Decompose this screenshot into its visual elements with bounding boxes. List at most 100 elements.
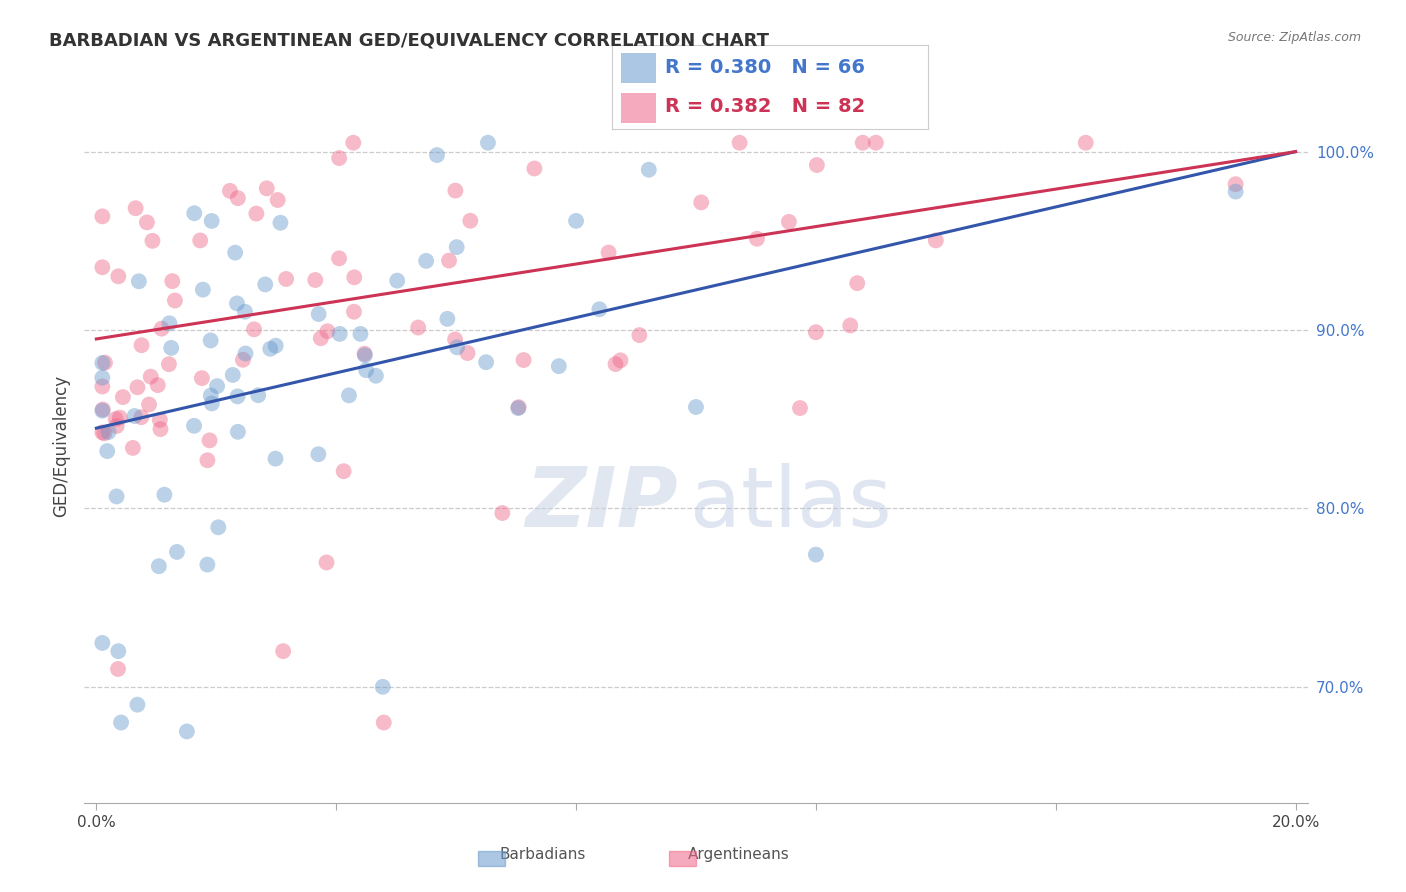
Point	[104, 412, 127, 426]
Text: Source: ZipAtlas.com: Source: ZipAtlas.com	[1227, 31, 1361, 45]
Point	[124, 201, 146, 215]
Point	[226, 389, 249, 403]
Point	[149, 413, 172, 427]
Point	[233, 304, 256, 318]
Point	[354, 363, 377, 377]
Point	[127, 698, 149, 712]
Text: ZIP: ZIP	[524, 463, 678, 543]
Point	[97, 425, 120, 439]
Point	[523, 161, 546, 176]
Point	[436, 311, 458, 326]
Point	[226, 425, 249, 439]
Point	[598, 245, 620, 260]
Point	[198, 434, 221, 448]
Point	[778, 215, 800, 229]
Point	[176, 724, 198, 739]
Point	[1225, 185, 1247, 199]
Point	[477, 136, 499, 150]
Point	[269, 216, 291, 230]
FancyBboxPatch shape	[621, 54, 655, 83]
Point	[195, 558, 218, 572]
Point	[444, 333, 467, 347]
Point	[153, 488, 176, 502]
Point	[136, 215, 159, 229]
Text: BARBADIAN VS ARGENTINEAN GED/EQUIVALENCY CORRELATION CHART: BARBADIAN VS ARGENTINEAN GED/EQUIVALENCY…	[49, 31, 769, 49]
Bar	[478, 851, 505, 866]
Point	[637, 162, 659, 177]
FancyBboxPatch shape	[621, 93, 655, 122]
Point	[475, 355, 498, 369]
Point	[609, 353, 631, 368]
Point	[188, 234, 211, 248]
Point	[226, 296, 249, 310]
Point	[328, 252, 350, 266]
Point	[259, 342, 281, 356]
Point	[458, 213, 481, 227]
Point	[728, 136, 751, 150]
Point	[222, 368, 245, 382]
Point	[457, 346, 479, 360]
Point	[200, 334, 222, 348]
Point	[745, 232, 768, 246]
Point	[804, 548, 827, 562]
Point	[105, 490, 128, 504]
Point	[107, 644, 129, 658]
Point	[131, 410, 153, 425]
Point	[127, 380, 149, 394]
Point	[124, 409, 146, 423]
Point	[224, 245, 246, 260]
Point	[308, 307, 330, 321]
Point	[804, 325, 827, 339]
Point	[91, 370, 114, 384]
Point	[232, 352, 254, 367]
Point	[690, 195, 713, 210]
Point	[332, 464, 354, 478]
Point	[565, 214, 588, 228]
Point	[316, 324, 339, 338]
Point	[146, 378, 169, 392]
Point	[364, 368, 387, 383]
Text: Barbadians: Barbadians	[501, 847, 586, 862]
Point	[387, 274, 409, 288]
Point	[247, 388, 270, 402]
Point	[207, 520, 229, 534]
Point	[839, 318, 862, 333]
Point	[243, 322, 266, 336]
Point	[605, 357, 627, 371]
Point	[508, 400, 530, 414]
Point	[91, 210, 114, 224]
Text: Argentineans: Argentineans	[688, 847, 790, 862]
Point	[107, 269, 129, 284]
Point	[235, 346, 257, 360]
Point	[138, 397, 160, 411]
Point	[685, 400, 707, 414]
Point	[264, 451, 287, 466]
Point	[353, 347, 375, 361]
Point	[183, 418, 205, 433]
Point	[163, 293, 186, 308]
Point	[315, 556, 337, 570]
Point	[94, 356, 117, 370]
Point	[183, 206, 205, 220]
Point	[128, 274, 150, 288]
Point	[91, 260, 114, 275]
Point	[343, 270, 366, 285]
Point	[1074, 136, 1097, 150]
Point	[865, 136, 887, 150]
Point	[191, 283, 214, 297]
Point	[160, 341, 183, 355]
Point	[110, 715, 132, 730]
Point	[925, 233, 948, 247]
Point	[264, 339, 287, 353]
Point	[547, 359, 569, 373]
Point	[846, 276, 869, 290]
Point	[806, 158, 828, 172]
Point	[201, 214, 224, 228]
Point	[309, 331, 332, 345]
Point	[628, 328, 651, 343]
Point	[162, 274, 184, 288]
Point	[191, 371, 214, 385]
Point	[157, 357, 180, 371]
Point	[91, 402, 114, 417]
Point	[328, 151, 350, 165]
